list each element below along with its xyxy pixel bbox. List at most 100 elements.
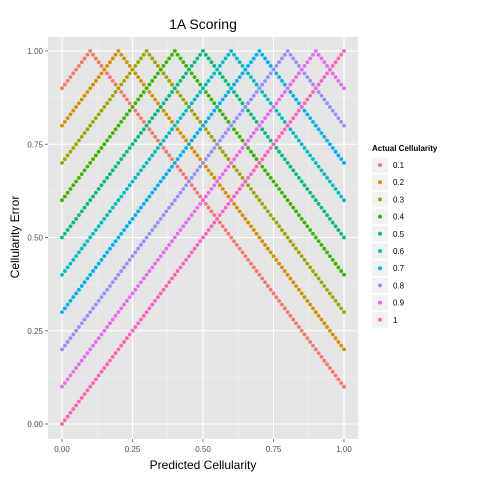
data-point: [170, 276, 174, 281]
data-point: [308, 153, 313, 158]
data-point: [147, 231, 152, 236]
data-point: [319, 93, 324, 98]
data-point: [206, 153, 211, 158]
data-point: [189, 64, 194, 68]
data-point: [170, 202, 174, 206]
data-point: [88, 384, 93, 389]
data-point: [212, 183, 217, 188]
data-point: [124, 261, 129, 266]
data-point: [209, 134, 214, 139]
data-point: [274, 295, 279, 300]
data-point: [243, 105, 248, 109]
data-point: [110, 168, 115, 173]
data-point: [133, 108, 138, 113]
x-axis-title: Predicted Cellularity: [150, 458, 257, 472]
y-tick-label: 0.75: [27, 140, 43, 149]
data-point: [328, 105, 332, 109]
data-point: [215, 105, 220, 109]
data-point: [88, 86, 93, 91]
data-point: [198, 157, 203, 162]
data-point: [237, 209, 242, 214]
data-point: [99, 64, 104, 68]
data-point: [65, 414, 70, 419]
data-point: [203, 52, 208, 57]
data-point: [251, 228, 256, 232]
data-point: [187, 142, 191, 147]
data-point: [108, 358, 112, 363]
data-point: [164, 97, 169, 102]
data-point: [302, 108, 307, 113]
data-point: [141, 202, 146, 206]
data-point: [124, 224, 129, 229]
data-point: [85, 90, 90, 94]
data-point: [189, 101, 194, 106]
data-point: [85, 276, 90, 281]
data-point: [339, 52, 344, 57]
data-point: [155, 64, 160, 68]
data-point: [68, 373, 73, 378]
data-point: [302, 64, 307, 68]
data-point: [161, 213, 166, 218]
data-point: [308, 228, 313, 232]
data-point: [330, 332, 335, 337]
data-point: [249, 134, 253, 139]
data-point: [280, 302, 284, 307]
data-point: [319, 131, 324, 135]
data-point: [74, 291, 78, 296]
data-point: [291, 205, 296, 210]
data-point: [108, 75, 112, 80]
data-point: [201, 49, 205, 53]
data-point: [93, 302, 98, 307]
data-point: [339, 381, 344, 385]
data-point: [93, 190, 98, 195]
data-point: [302, 146, 307, 150]
data-point: [184, 108, 188, 113]
data-point: [198, 127, 203, 132]
data-point: [178, 153, 183, 158]
data-point: [164, 246, 169, 251]
data-point: [74, 216, 78, 221]
data-point: [274, 138, 279, 143]
data-point: [195, 131, 200, 135]
data-point: [305, 75, 310, 80]
data-point: [220, 75, 225, 80]
data-point: [206, 56, 211, 61]
data-point: [91, 194, 95, 199]
data-point: [212, 220, 217, 225]
data-point: [139, 131, 143, 135]
data-point: [288, 276, 293, 281]
data-point: [127, 71, 132, 76]
data-point: [155, 146, 160, 150]
data-point: [175, 164, 180, 169]
data-point: [139, 317, 143, 322]
data-point: [96, 149, 101, 154]
data-point: [91, 381, 95, 385]
data-point: [319, 56, 324, 61]
data-point: [206, 131, 211, 135]
data-point: [218, 138, 222, 143]
data-point: [91, 269, 95, 273]
data-point: [108, 97, 112, 102]
data-point: [203, 164, 208, 169]
data-point: [172, 86, 177, 91]
data-point: [229, 235, 234, 240]
data-point: [263, 168, 267, 173]
data-point: [79, 321, 84, 326]
data-point: [62, 231, 67, 236]
data-point: [237, 97, 242, 102]
data-point: [198, 239, 203, 244]
data-point: [122, 153, 126, 158]
data-point: [172, 198, 177, 203]
data-point: [113, 52, 118, 57]
data-point: [124, 187, 129, 191]
data-point: [288, 127, 293, 132]
data-point: [325, 287, 329, 292]
data-point: [288, 239, 293, 244]
data-point: [282, 127, 287, 132]
data-point: [234, 153, 239, 158]
data-point: [110, 243, 115, 247]
data-point: [99, 332, 104, 337]
data-point: [161, 138, 166, 143]
data-point: [127, 64, 132, 68]
data-point: [268, 175, 273, 180]
